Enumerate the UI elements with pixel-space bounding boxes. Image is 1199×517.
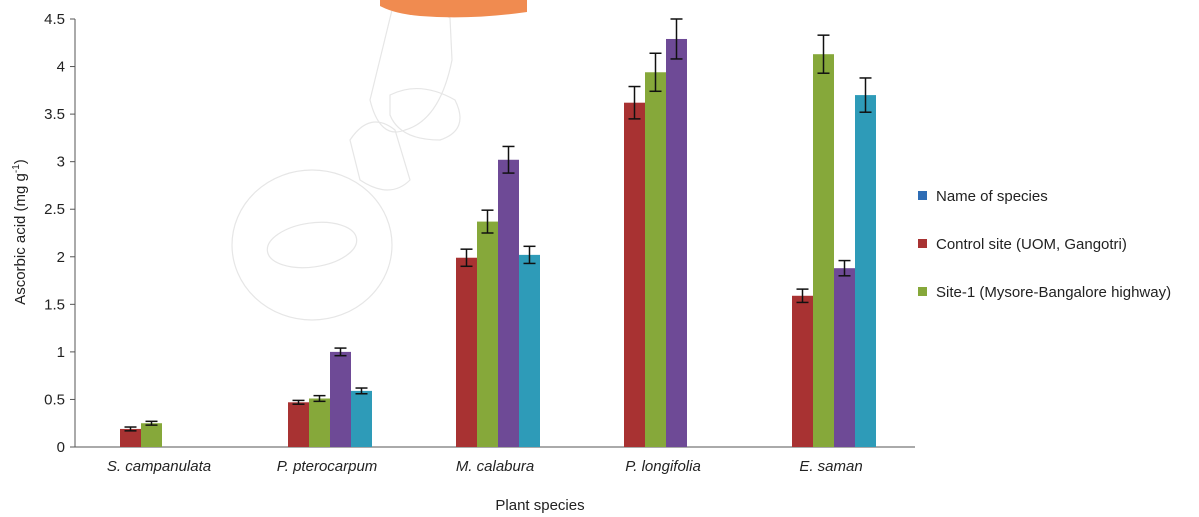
bar	[498, 159, 519, 447]
legend: Name of species Control site (UOM, Gangot…	[918, 188, 1171, 301]
bar	[141, 423, 162, 447]
bar	[309, 398, 330, 447]
bar	[813, 54, 834, 448]
x-category-label: E. saman	[799, 458, 862, 475]
y-tick-label: 3.5	[44, 106, 65, 123]
y-tick-label: 2.5	[44, 201, 65, 218]
legend-swatch	[918, 287, 927, 296]
x-category-label: S. campanulata	[107, 458, 211, 475]
y-axis-title: Ascorbic acid (mg g-1)	[11, 159, 29, 305]
bar	[288, 402, 309, 447]
top-decoration	[380, 0, 527, 18]
legend-label: Name of species	[936, 188, 1048, 205]
bar	[855, 95, 876, 447]
bar	[351, 390, 372, 447]
bar	[519, 254, 540, 447]
bar	[120, 428, 141, 447]
legend-label: Control site (UOM, Gangotri)	[936, 236, 1127, 253]
legend-label: Site-1 (Mysore-Bangalore highway)	[936, 284, 1171, 301]
bars	[120, 38, 876, 448]
legend-swatch	[918, 239, 927, 248]
y-tick-label: 4.5	[44, 11, 65, 28]
y-axis-title-close: )	[12, 159, 29, 164]
legend-swatch	[918, 191, 927, 200]
y-tick-label: 3	[57, 154, 65, 171]
y-tick-label: 4	[57, 59, 65, 76]
y-tick-label: 2	[57, 249, 65, 266]
y-tick-label: 0	[57, 439, 65, 456]
bar	[456, 257, 477, 447]
x-category-label: P. pterocarpum	[277, 458, 378, 475]
y-axis-title-main: Ascorbic acid (mg g	[12, 173, 29, 305]
x-category-label: P. longifolia	[625, 458, 701, 475]
x-category-labels: S. campanulata P. pterocarpum M. calabura P…	[107, 458, 863, 475]
x-axis-title: Plant species	[495, 497, 584, 514]
bar	[792, 295, 813, 447]
y-tick-label: 1.5	[44, 296, 65, 313]
bar	[834, 268, 855, 447]
bar	[666, 38, 687, 448]
watermark	[231, 5, 461, 321]
y-ticks: 0 0.5 1 1.5 2 2.5 3 3.5 4 4.5	[44, 11, 75, 456]
y-tick-label: 0.5	[44, 391, 65, 408]
x-category-label: M. calabura	[456, 458, 534, 475]
bar	[645, 72, 666, 448]
y-axis-title-superscript: -1	[11, 164, 22, 173]
bar	[624, 102, 645, 447]
bar	[477, 221, 498, 447]
error-bars	[124, 18, 872, 432]
y-tick-label: 1	[57, 344, 65, 361]
bar	[330, 351, 351, 447]
